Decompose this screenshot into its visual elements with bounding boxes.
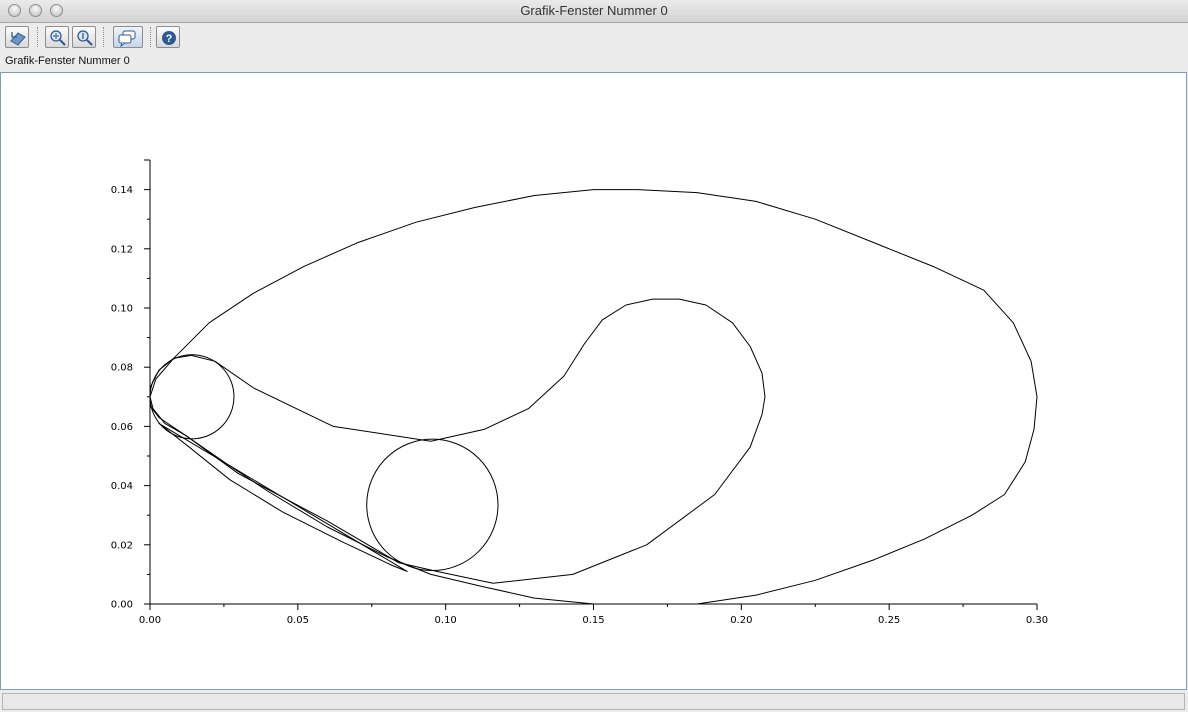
close-window-button[interactable] bbox=[8, 4, 21, 17]
y-tick-label: 0.12 bbox=[111, 244, 133, 255]
x-tick-label: 0.30 bbox=[1026, 615, 1048, 626]
y-tick-label: 0.06 bbox=[111, 422, 133, 433]
x-tick-label: 0.20 bbox=[730, 615, 752, 626]
datatip-icon bbox=[118, 30, 136, 47]
x-tick-label: 0.25 bbox=[878, 615, 900, 626]
toolbar-separator bbox=[150, 27, 151, 47]
x-tick-label: 0.15 bbox=[582, 615, 604, 626]
zoom-window-button[interactable] bbox=[50, 4, 63, 17]
minimize-window-button[interactable] bbox=[29, 4, 42, 17]
help-icon: ? bbox=[162, 31, 176, 45]
rotate-button[interactable] bbox=[5, 26, 29, 48]
zoom-reset-button[interactable] bbox=[72, 26, 96, 48]
x-tick-label: 0.10 bbox=[435, 615, 457, 626]
y-tick-label: 0.04 bbox=[111, 481, 133, 492]
zoom-button[interactable] bbox=[45, 26, 69, 48]
datatip-button[interactable] bbox=[113, 26, 143, 48]
status-bar bbox=[2, 693, 1185, 710]
title-bar: Grafik-Fenster Nummer 0 bbox=[0, 0, 1188, 23]
zoom-icon bbox=[50, 30, 66, 46]
curve-1 bbox=[149, 189, 1038, 605]
svg-text:?: ? bbox=[166, 33, 173, 45]
y-tick-label: 0.14 bbox=[111, 185, 133, 196]
y-tick-label: 0.00 bbox=[111, 600, 133, 611]
y-tick-label: 0.10 bbox=[111, 304, 133, 315]
plot-canvas[interactable]: 0.00 0.05 0.10 0.15 0.20 0.25 0.30 0.00 0.02 0.04… bbox=[0, 72, 1187, 690]
toolbar-separator bbox=[37, 27, 38, 47]
y-tick-label: 0.08 bbox=[111, 363, 133, 374]
window-title: Grafik-Fenster Nummer 0 bbox=[520, 3, 668, 18]
y-tick-label: 0.02 bbox=[111, 540, 133, 551]
circle-1 bbox=[366, 438, 499, 572]
rotate-icon bbox=[10, 32, 26, 46]
help-button[interactable]: ? bbox=[156, 26, 180, 48]
x-tick-label: 0.00 bbox=[139, 615, 161, 626]
figure-label: Grafik-Fenster Nummer 0 bbox=[5, 55, 130, 67]
line-chart[interactable]: 0.00 0.05 0.10 0.15 0.20 0.25 0.30 0.00 0.02 0.04… bbox=[1, 73, 1187, 689]
toolbar-separator bbox=[103, 27, 104, 47]
circle-2 bbox=[149, 354, 235, 440]
toolbar: ? bbox=[0, 23, 1188, 53]
curve-2 bbox=[149, 298, 766, 584]
curve-3 bbox=[158, 422, 408, 572]
x-tick-label: 0.05 bbox=[287, 615, 309, 626]
zoom-reset-icon bbox=[77, 30, 93, 46]
